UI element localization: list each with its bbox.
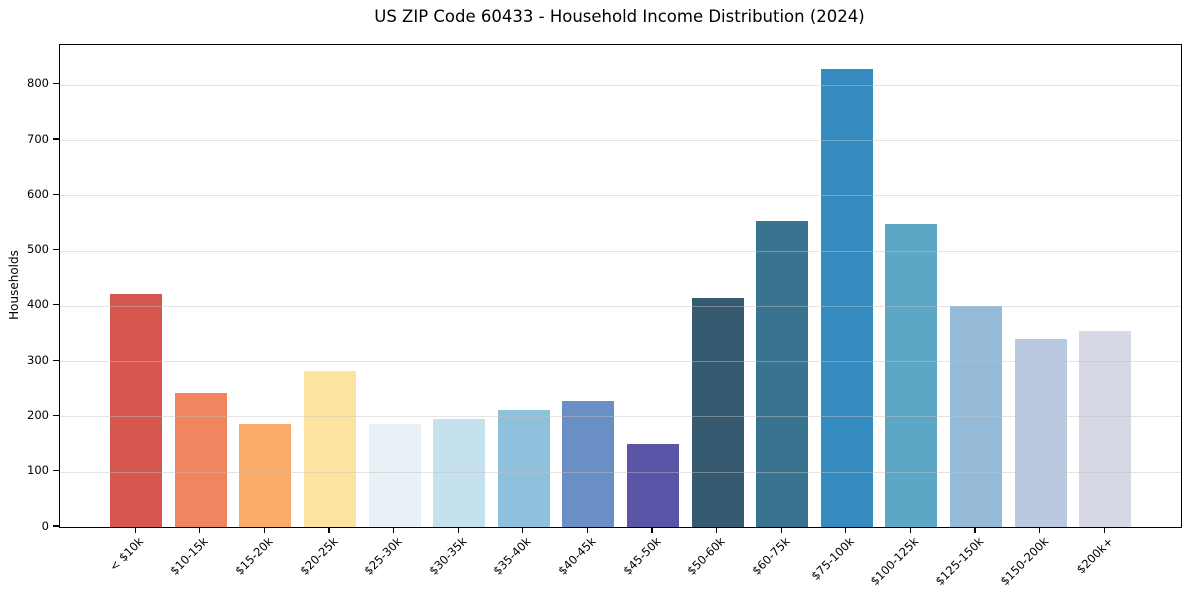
x-tick-label-$200k+: $200k+ [1073, 534, 1116, 577]
x-tick-mark-$40-45k [586, 527, 588, 534]
y-tick-mark-100 [53, 470, 59, 472]
x-tick-label-$45-50k: $45-50k [619, 534, 664, 578]
plot-area [59, 44, 1182, 528]
y-tick-label-800: 800 [27, 76, 49, 91]
gridline-100 [60, 471, 1181, 473]
x-tick-mark-< $10k [134, 527, 136, 534]
gridline-700 [60, 140, 1181, 142]
x-tick-mark-$15-20k [263, 527, 265, 534]
bar-< $10k [110, 294, 163, 527]
x-tick-label-$60-75k: $60-75k [748, 534, 793, 578]
x-tick-mark-$200k+ [1103, 527, 1105, 534]
y-tick-mark-700 [53, 138, 59, 140]
chart-title: US ZIP Code 60433 - Household Income Dis… [374, 7, 865, 26]
bar-$150-200k [1014, 338, 1067, 527]
bar-$25-30k [368, 423, 421, 527]
bar-$15-20k [239, 424, 292, 527]
y-tick-mark-800 [53, 83, 59, 85]
x-tick-mark-$45-50k [651, 527, 653, 534]
bar-$40-45k [562, 400, 615, 527]
x-tick-label-$125-150k: $125-150k [932, 534, 987, 589]
x-tick-label-$35-40k: $35-40k [490, 534, 535, 578]
x-tick-mark-$10-15k [199, 527, 201, 534]
y-tick-mark-500 [53, 249, 59, 251]
x-tick-label-$15-20k: $15-20k [232, 534, 276, 578]
x-tick-label-< $10k: < $10k [106, 534, 147, 574]
gridline-800 [60, 84, 1181, 86]
y-tick-mark-400 [53, 304, 59, 306]
gridline-500 [60, 250, 1181, 252]
x-tick-label-$20-25k: $20-25k [296, 534, 341, 578]
gridline-200 [60, 416, 1181, 418]
bar-$20-25k [304, 370, 356, 527]
x-tick-label-$30-35k: $30-35k [425, 534, 470, 578]
x-tick-label-$25-30k: $25-30k [361, 534, 405, 578]
x-tick-mark-$25-30k [393, 527, 395, 534]
bar-$10-15k [174, 392, 227, 527]
x-tick-label-$50-60k: $50-60k [684, 534, 728, 578]
bar-$125-150k [950, 305, 1002, 527]
y-tick-label-400: 400 [27, 297, 49, 312]
x-tick-mark-$30-35k [457, 527, 459, 534]
x-tick-label-$75-100k: $75-100k [808, 534, 858, 583]
y-tick-label-600: 600 [27, 186, 49, 201]
y-tick-mark-600 [53, 193, 59, 195]
x-tick-mark-$60-75k [780, 527, 782, 534]
y-tick-label-200: 200 [27, 407, 49, 422]
y-tick-mark-200 [53, 414, 59, 417]
bar-$100-125k [885, 224, 938, 527]
x-tick-mark-$100-125k [909, 527, 911, 534]
y-tick-mark-300 [53, 359, 59, 361]
x-tick-mark-$50-60k [716, 527, 718, 534]
y-tick-label-0: 0 [41, 518, 49, 533]
x-tick-label-$10-15k: $10-15k [167, 534, 212, 578]
bar-$45-50k [627, 444, 679, 527]
y-tick-label-300: 300 [27, 352, 49, 367]
bar-$30-35k [433, 419, 486, 527]
x-tick-label-$100-125k: $100-125k [867, 534, 922, 589]
gridline-600 [60, 195, 1181, 197]
bar-$35-40k [497, 409, 550, 527]
y-tick-mark-0 [53, 525, 59, 527]
bar-$200k+ [1079, 331, 1132, 527]
x-tick-mark-$150-200k [1039, 527, 1041, 534]
bar-$60-75k [756, 221, 809, 527]
gridline-400 [60, 305, 1181, 307]
x-tick-mark-$75-100k [845, 527, 847, 534]
y-tick-label-100: 100 [27, 463, 49, 478]
x-tick-label-$40-45k: $40-45k [555, 534, 599, 578]
y-tick-label-700: 700 [27, 131, 49, 146]
x-tick-label-$150-200k: $150-200k [997, 534, 1051, 589]
bar-$50-60k [691, 298, 744, 527]
bar-$75-100k [820, 68, 873, 527]
gridline-300 [60, 361, 1181, 363]
x-tick-mark-$20-25k [328, 527, 330, 534]
x-tick-mark-$125-150k [974, 527, 976, 534]
y-tick-label-500: 500 [27, 242, 49, 257]
x-tick-mark-$35-40k [522, 527, 524, 534]
